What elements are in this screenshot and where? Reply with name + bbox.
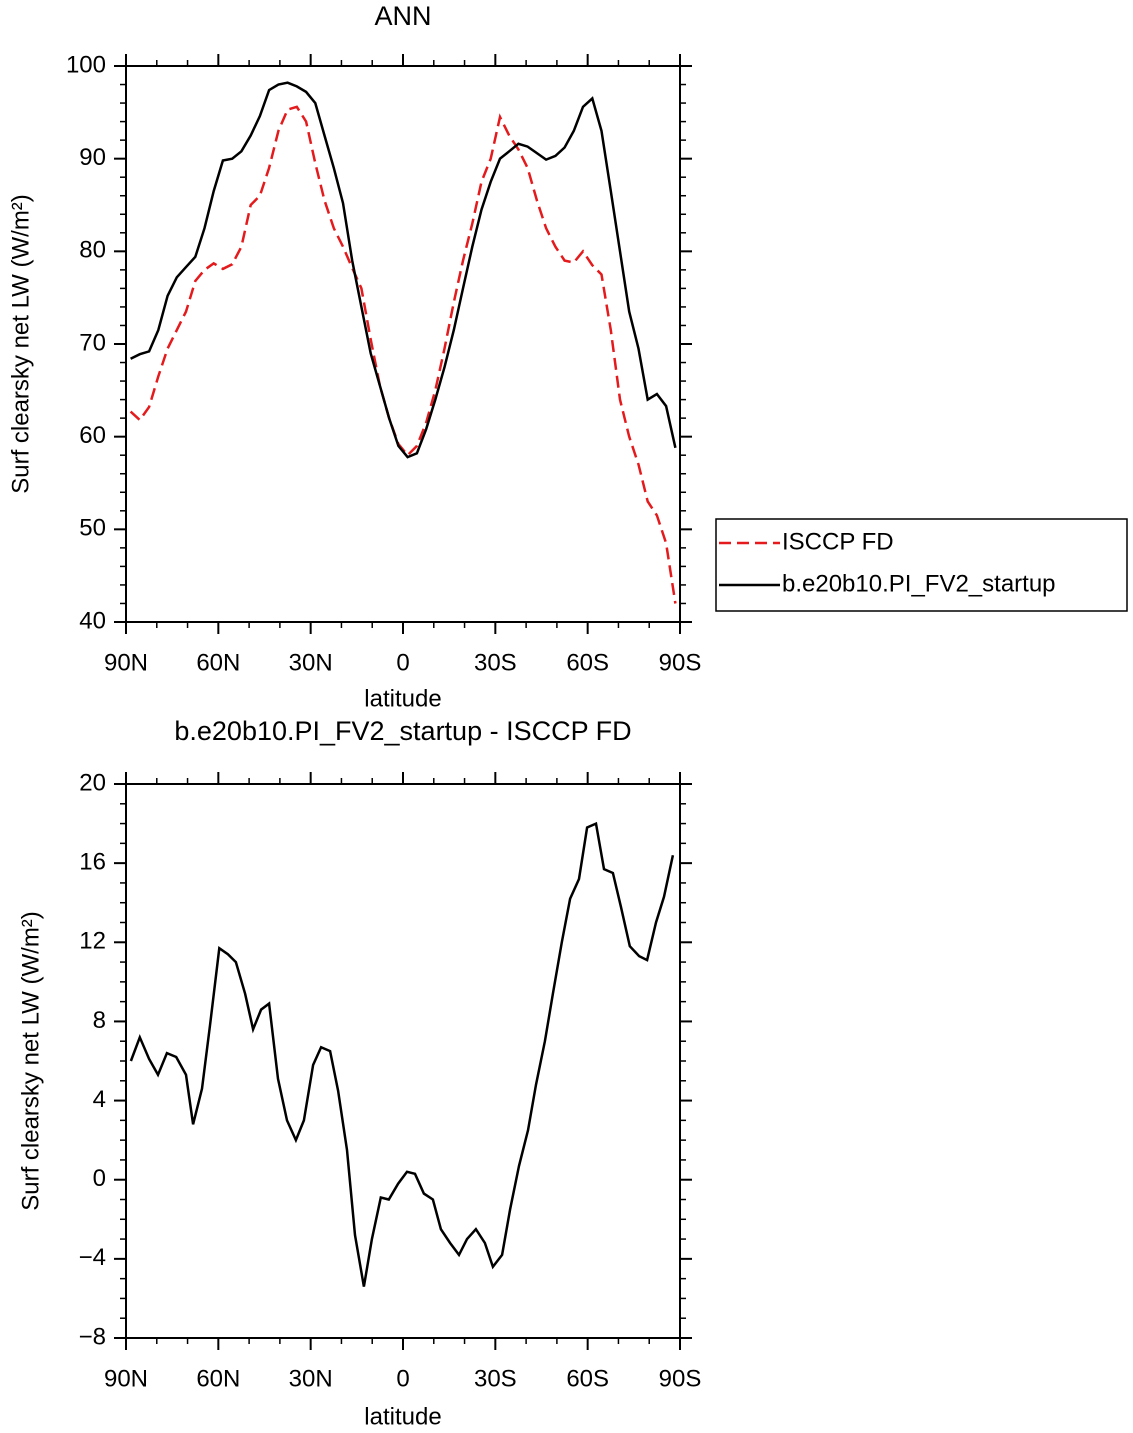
x-tick-label: 60S — [566, 649, 609, 676]
y-tick-label: −4 — [79, 1244, 106, 1271]
y-tick-label: 70 — [79, 329, 106, 356]
x-tick-label: 60N — [196, 649, 240, 676]
data-line — [129, 105, 677, 604]
y-tick-label: 50 — [79, 515, 106, 542]
y-tick-label: 0 — [93, 1165, 106, 1192]
chart-title: ANN — [374, 1, 431, 31]
y-tick-label: 8 — [93, 1007, 106, 1034]
x-tick-label: 90S — [659, 649, 702, 676]
plot-frame — [125, 783, 681, 1339]
y-tick-label: 60 — [79, 422, 106, 449]
y-tick-label: 90 — [79, 144, 106, 171]
x-tick-label: 30N — [289, 649, 333, 676]
plot-frame — [125, 65, 681, 623]
y-tick-label: 16 — [79, 848, 106, 875]
x-tick-label: 90S — [659, 1365, 702, 1392]
x-axis-label: latitude — [364, 1403, 441, 1430]
y-tick-label: −8 — [79, 1323, 106, 1350]
x-tick-label: 30N — [289, 1365, 333, 1392]
y-tick-label: 100 — [66, 51, 106, 78]
y-tick-label: 12 — [79, 928, 106, 955]
x-tick-label: 0 — [396, 649, 409, 676]
x-axis-label: latitude — [364, 685, 441, 712]
x-tick-label: 60N — [196, 1365, 240, 1392]
x-tick-label: 90N — [104, 1365, 148, 1392]
chart-title: b.e20b10.PI_FV2_startup - ISCCP FD — [174, 716, 631, 746]
y-tick-label: 80 — [79, 237, 106, 264]
y-tick-label: 40 — [79, 607, 106, 634]
y-tick-label: 4 — [93, 1086, 106, 1113]
y-tick-label: 20 — [79, 769, 106, 796]
x-tick-label: 30S — [474, 1365, 517, 1392]
legend-label: ISCCP FD — [782, 528, 894, 555]
y-axis-label: Surf clearsky net LW (W/m²) — [7, 194, 34, 494]
data-line — [129, 821, 675, 1287]
x-tick-label: 60S — [566, 1365, 609, 1392]
x-tick-label: 90N — [104, 649, 148, 676]
legend-label: b.e20b10.PI_FV2_startup — [782, 570, 1056, 597]
x-tick-label: 30S — [474, 649, 517, 676]
y-axis-label: Surf clearsky net LW (W/m²) — [17, 911, 44, 1211]
data-line — [130, 81, 677, 459]
legend-box — [715, 518, 1128, 612]
x-tick-label: 0 — [396, 1365, 409, 1392]
